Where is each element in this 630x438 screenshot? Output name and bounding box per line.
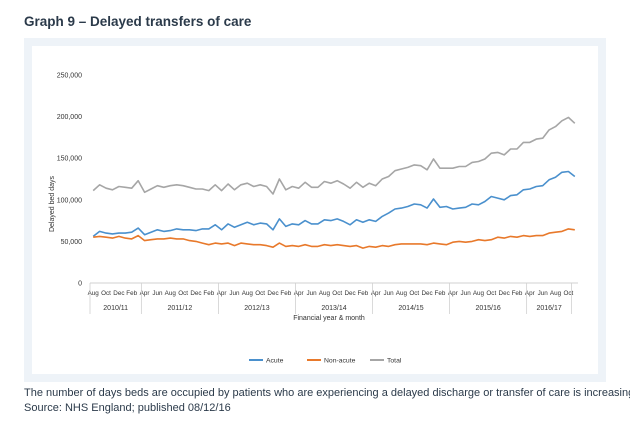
x-tick-label: Oct: [332, 290, 342, 297]
x-axis: Aug Oct Dec Feb Apr Jun Aug Oct Dec Feb Apr Jun Aug O…: [88, 282, 578, 314]
x-tick-label: Dec: [190, 290, 201, 297]
x-year-label: 2013/14: [321, 305, 346, 312]
x-tick-label: Aug: [396, 290, 408, 297]
x-tick-label: Aug: [550, 290, 562, 297]
x-tick-label: Jun: [229, 290, 240, 297]
x-tick-label: Dec: [499, 290, 510, 297]
x-tick-label: Feb: [126, 290, 137, 297]
x-tick-label: Dec: [344, 290, 355, 297]
x-tick-label: Apr: [217, 290, 227, 297]
x-tick-label: Aug: [242, 290, 254, 297]
x-tick-label: Apr: [140, 290, 150, 297]
x-tick-label: Dec: [113, 290, 124, 297]
legend-label-non-acute: Non-acute: [324, 358, 356, 365]
y-axis-title: Delayed bed days: [49, 175, 56, 232]
page-title: Graph 9 – Delayed transfers of care: [24, 14, 252, 29]
x-tick-label: Jun: [461, 290, 472, 297]
chart-legend: Acute Non-acute Total: [249, 358, 402, 365]
x-tick-label: Aug: [319, 290, 331, 297]
series-line-acute: [92, 170, 576, 238]
y-tick-label: 150,000: [57, 156, 82, 163]
x-tick-label: Apr: [525, 290, 535, 297]
x-tick-label: Oct: [255, 290, 265, 297]
chart-panel: 0 50,000 100,000 150,000 200,000 250,000 Dela…: [24, 38, 606, 382]
x-year-label: 2011/12: [167, 305, 192, 312]
x-tick-label: Aug: [473, 290, 485, 297]
x-year-label: 2010/11: [103, 305, 128, 312]
y-tick-label: 0: [78, 281, 82, 288]
series-line-total: [92, 116, 576, 195]
y-tick-label: 50,000: [61, 239, 83, 246]
x-tick-label: Oct: [178, 290, 188, 297]
x-tick-label: Feb: [357, 290, 368, 297]
x-tick-label: Jun: [384, 290, 395, 297]
x-tick-label: Aug: [88, 290, 100, 297]
x-tick-label: Feb: [435, 290, 446, 297]
caption-source: Source: NHS England; published 08/12/16: [24, 401, 231, 414]
x-year-label: 2014/15: [398, 305, 423, 312]
x-tick-label: Jun: [152, 290, 163, 297]
x-tick-label: Jun: [538, 290, 549, 297]
chart-caption: The number of days beds are occupied by …: [24, 386, 630, 415]
chart-area-background: [32, 46, 598, 374]
x-tick-label: Jun: [306, 290, 317, 297]
x-tick-label: Oct: [486, 290, 496, 297]
legend-label-total: Total: [387, 358, 402, 365]
x-tick-label: Dec: [267, 290, 278, 297]
y-axis: 0 50,000 100,000 150,000 200,000 250,000: [57, 73, 82, 288]
x-year-label: 2012/13: [244, 305, 269, 312]
x-tick-label: Oct: [563, 290, 573, 297]
x-tick-label: Dec: [422, 290, 433, 297]
legend-label-acute: Acute: [266, 358, 284, 365]
series-line-non-acute: [93, 228, 575, 249]
x-tick-label: Oct: [101, 290, 111, 297]
series-lines: [92, 116, 576, 249]
x-tick-label: Apr: [448, 290, 458, 297]
x-tick-label: Aug: [165, 290, 177, 297]
y-tick-label: 250,000: [57, 73, 82, 80]
x-tick-label: Feb: [512, 290, 523, 297]
x-year-label: 2015/16: [475, 305, 500, 312]
y-tick-label: 100,000: [57, 197, 82, 204]
x-tick-label: Feb: [280, 290, 291, 297]
line-chart: 0 50,000 100,000 150,000 200,000 250,000 Dela…: [32, 46, 598, 374]
x-tick-label: Apr: [294, 290, 304, 297]
x-year-label: 2016/17: [536, 305, 561, 312]
x-tick-label: Apr: [371, 290, 381, 297]
x-tick-label: Oct: [409, 290, 419, 297]
x-axis-title: Financial year & month: [293, 315, 365, 322]
caption-description: The number of days beds are occupied by …: [24, 387, 630, 399]
x-tick-label: Feb: [203, 290, 214, 297]
y-tick-label: 200,000: [57, 114, 82, 121]
